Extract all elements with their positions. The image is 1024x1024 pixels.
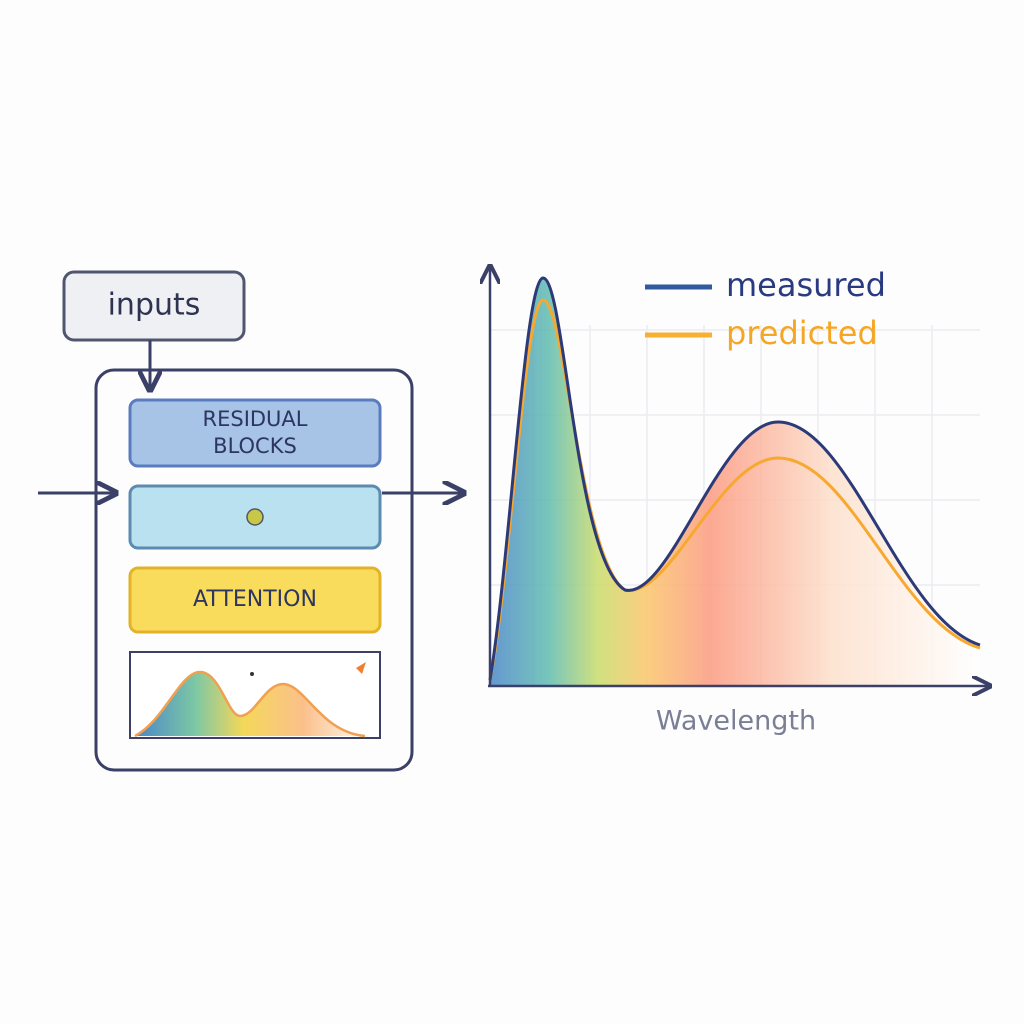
block-label: BLOCKS — [213, 434, 297, 458]
residual-block — [128, 398, 382, 468]
inputs-label: inputs — [108, 288, 201, 323]
inputs-box — [62, 270, 246, 342]
mini-line — [134, 670, 366, 738]
mini-area — [135, 672, 365, 736]
dot — [250, 672, 254, 676]
measured-curve — [488, 276, 981, 681]
block-label: RESIDUAL — [203, 407, 308, 431]
block-label: ATTENTION — [193, 587, 317, 612]
legend-label: predicted — [726, 314, 878, 352]
legend-label: measured — [726, 266, 886, 304]
dot — [246, 508, 264, 526]
model-box — [94, 368, 414, 772]
attention-block — [128, 566, 382, 634]
x-axis-label: Wavelength — [656, 706, 816, 737]
marker — [356, 662, 366, 674]
